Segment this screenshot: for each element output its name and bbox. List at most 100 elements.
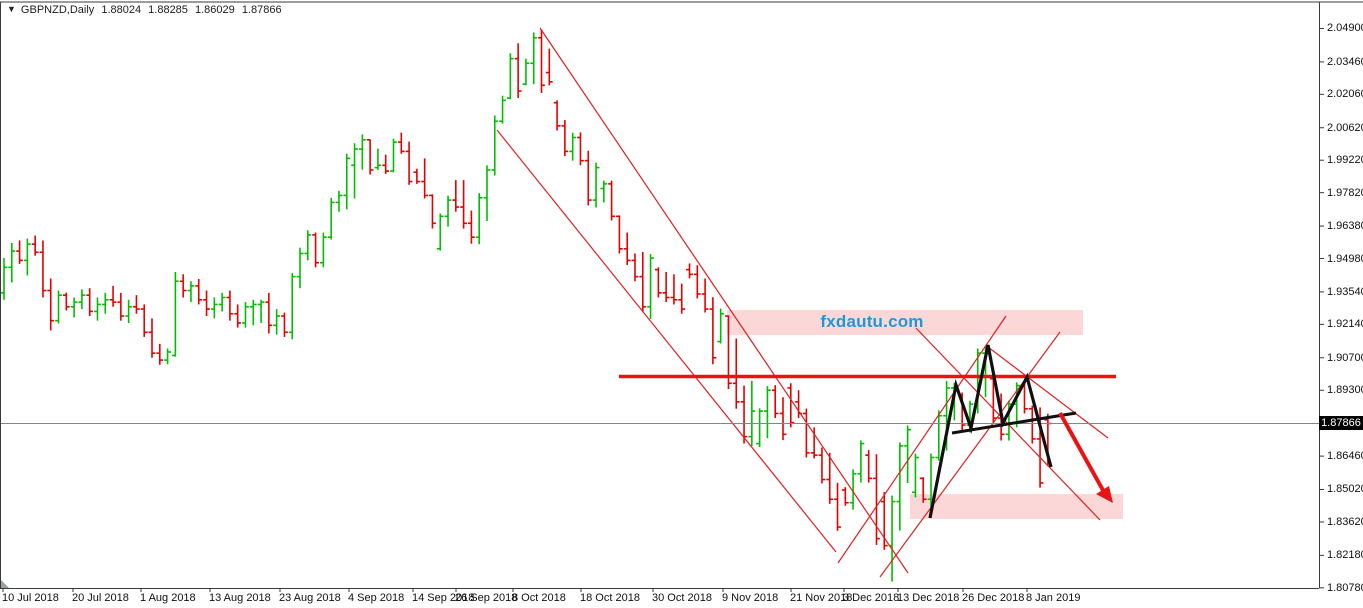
price-bar-down [156, 343, 164, 365]
watermark-text: fxdautu.com [820, 312, 924, 331]
price-bar-up [351, 143, 358, 199]
price-bar-down [880, 492, 888, 550]
time-axis-label: 26 Dec 2018 [962, 592, 1025, 604]
time-axis-label: 21 Nov 2018 [790, 592, 853, 604]
price-bar-up [343, 153, 351, 210]
price-axis-label: 1.80780 [1327, 581, 1363, 594]
price-bar-up [888, 495, 896, 582]
price-bar-up [218, 292, 226, 312]
minor-descending-2-line[interactable] [987, 346, 1109, 439]
price-bar-down [693, 265, 701, 299]
price-bar-down [810, 427, 818, 459]
price-bar-up [390, 138, 397, 173]
price-bar-up [249, 299, 257, 326]
price-bar-up [374, 148, 382, 170]
price-bar-down [39, 240, 47, 298]
price-bar-down [779, 397, 787, 441]
time-axis-label: 30 Oct 2018 [652, 592, 712, 604]
price-bar-up [164, 348, 171, 365]
price-bar-down [616, 215, 623, 254]
price-bar-down [109, 285, 117, 307]
price-bar-up [171, 271, 179, 357]
price-bar-up [491, 115, 499, 176]
price-bar-down [670, 274, 678, 305]
time-axis-label: 9 Nov 2018 [722, 592, 779, 604]
price-bar-down [834, 482, 841, 531]
price-bar-down [771, 385, 779, 419]
price-bar-down [584, 150, 592, 206]
price-axis-label: 1.96380 [1327, 220, 1363, 233]
price-bar-down [561, 120, 569, 157]
price-axis-label: 1.83620 [1327, 515, 1363, 528]
price-bar-down [865, 450, 873, 483]
price-bar-down [686, 263, 693, 279]
price-bar-up [904, 425, 912, 484]
price-bar-down [234, 304, 242, 328]
time-axis-label: 23 Aug 2018 [279, 592, 341, 604]
price-bar-up [717, 308, 725, 344]
price-bar-down [654, 267, 662, 298]
price-bar-up [94, 297, 101, 321]
price-bar-down [460, 180, 468, 229]
price-axis-label: 2.03460 [1327, 55, 1363, 68]
forecast-arrow-shaft[interactable] [1058, 412, 1106, 493]
ohlc-close: 1.87866 [241, 4, 282, 16]
time-axis-label: 4 Sep 2018 [348, 592, 405, 604]
price-bar-down [639, 252, 647, 313]
price-bar-up [444, 195, 452, 227]
price-bar-up [257, 299, 265, 323]
price-axis-label: 1.90700 [1327, 351, 1363, 364]
price-bar-down [148, 318, 156, 358]
price-axis-label: 1.82180 [1327, 549, 1363, 562]
price-bar-down [429, 194, 436, 229]
symbol-period-label: GBPNZD,Daily [20, 4, 95, 16]
price-bar-up [78, 289, 86, 310]
price-bar-up [530, 32, 538, 85]
price-bar-up [335, 190, 343, 212]
price-bar-up [600, 180, 608, 203]
descending-channel-lower-line[interactable] [496, 129, 837, 553]
price-bar-down [140, 304, 148, 337]
ascending-channel-upper-line[interactable] [879, 331, 1061, 578]
price-bar-down [818, 447, 826, 484]
price-bar-down [553, 100, 561, 131]
price-bar-up [187, 281, 195, 303]
price-bar-down [179, 274, 187, 298]
price-axis-label: 2.00620 [1327, 121, 1363, 134]
forecast-arrow-head-icon[interactable] [1096, 486, 1113, 503]
price-bar-up [935, 410, 943, 461]
supply-zone[interactable] [727, 310, 1083, 335]
price-bar-down [608, 180, 616, 221]
price-bar-up [273, 309, 281, 335]
pattern-zigzag-line[interactable] [928, 344, 1053, 519]
price-bar-up [647, 254, 654, 320]
price-axis-label: 2.02060 [1327, 88, 1363, 101]
ohlc-low: 1.86029 [194, 4, 235, 16]
price-bar-down [47, 278, 55, 331]
price-bar-down [732, 338, 740, 409]
price-bar-down [195, 278, 203, 305]
price-bar-down [133, 295, 140, 314]
price-bar-down [841, 487, 849, 506]
price-bar-down [802, 408, 810, 458]
price-bar-up [857, 440, 865, 483]
price-bar-down [514, 43, 522, 99]
price-bar-up [522, 58, 530, 86]
price-bar-down [413, 168, 421, 184]
price-bar-down [787, 383, 795, 428]
pattern-neckline[interactable] [951, 411, 1077, 435]
price-bar-up [748, 380, 756, 446]
price-axis-label: 1.93540 [1327, 285, 1363, 298]
price-bar-down [623, 232, 631, 266]
price-bar-down [265, 292, 273, 334]
price-axis-label: 1.92140 [1327, 318, 1363, 331]
time-axis-label: 13 Aug 2018 [209, 592, 271, 604]
price-bar-down [226, 290, 234, 321]
collapse-ohlc-icon[interactable]: ▼ [7, 4, 16, 14]
ascending-channel-lower-line[interactable] [837, 315, 1007, 564]
current-price-tag: 1.87866 [1319, 416, 1363, 430]
descending-channel-upper-line[interactable] [539, 27, 909, 574]
price-bar-down [203, 290, 210, 317]
